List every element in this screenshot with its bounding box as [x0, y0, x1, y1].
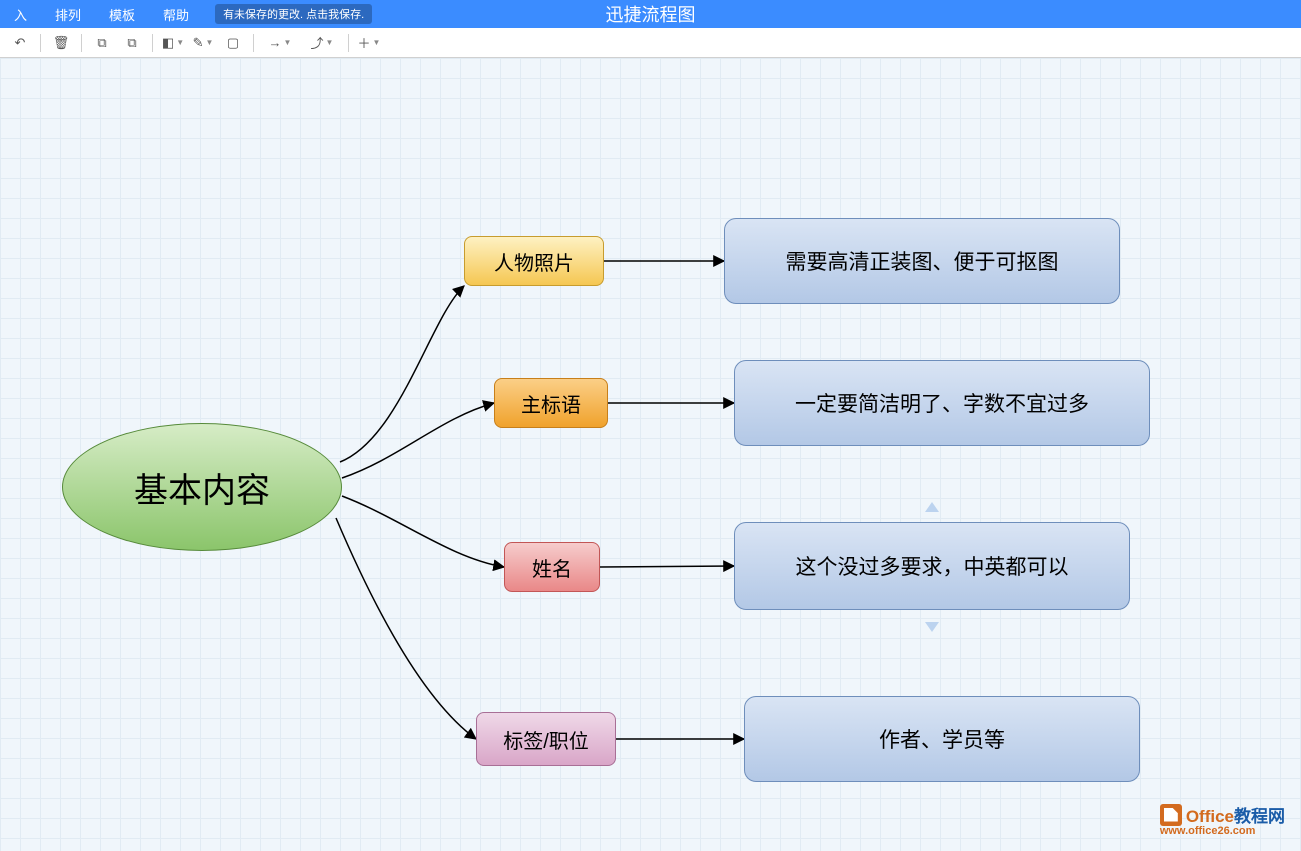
- diagram-node[interactable]: 主标语: [494, 378, 608, 428]
- unsaved-notice[interactable]: 有未保存的更改. 点击我保存.: [215, 4, 372, 24]
- menu-arrange[interactable]: 排列: [41, 5, 95, 24]
- delete-button[interactable]: 🗑: [47, 31, 75, 55]
- separator: [348, 34, 349, 52]
- to-front-button[interactable]: ⧉: [88, 31, 116, 55]
- menu-template[interactable]: 模板: [95, 5, 149, 24]
- separator: [253, 34, 254, 52]
- line-color-button[interactable]: ✎▼: [189, 31, 217, 55]
- app-title: 迅捷流程图: [606, 1, 696, 27]
- insert-button[interactable]: ＋▼: [355, 31, 383, 55]
- undo-button[interactable]: ↶: [6, 31, 34, 55]
- diagram-node[interactable]: 作者、学员等: [744, 696, 1140, 782]
- fill-color-button[interactable]: ◧▼: [159, 31, 187, 55]
- diagram-node[interactable]: 需要高清正装图、便于可抠图: [724, 218, 1120, 304]
- watermark-suffix: 教程网: [1234, 807, 1285, 826]
- toolbar: ↶ 🗑 ⧉ ⧉ ◧▼ ✎▼ ▢ →▼ ⤴▼ ＋▼: [0, 28, 1301, 58]
- menu-help[interactable]: 帮助: [149, 5, 203, 24]
- watermark: Office教程网 www.office26.com: [1160, 802, 1285, 837]
- separator: [152, 34, 153, 52]
- diagram-node[interactable]: 姓名: [504, 542, 600, 592]
- shadow-button[interactable]: ▢: [219, 31, 247, 55]
- office-icon: [1160, 804, 1182, 826]
- selection-handle-top[interactable]: [925, 500, 939, 512]
- diagram-node[interactable]: 基本内容: [62, 423, 342, 551]
- canvas[interactable]: 基本内容 人物照片 需要高清正装图、便于可抠图主标语 一定要简洁明了、字数不宜过多姓名…: [0, 58, 1301, 851]
- diagram-node[interactable]: 标签/职位: [476, 712, 616, 766]
- diagram-node[interactable]: 人物照片: [464, 236, 604, 286]
- menu-insert[interactable]: 入: [0, 5, 41, 24]
- to-back-button[interactable]: ⧉: [118, 31, 146, 55]
- separator: [40, 34, 41, 52]
- selection-handle-bottom[interactable]: [925, 622, 939, 634]
- diagram-node[interactable]: 一定要简洁明了、字数不宜过多: [734, 360, 1150, 446]
- diagram-node[interactable]: 这个没过多要求，中英都可以: [734, 522, 1130, 610]
- menubar: 入 排列 模板 帮助 有未保存的更改. 点击我保存. 迅捷流程图: [0, 0, 1301, 28]
- waypoints-button[interactable]: ⤴▼: [302, 31, 342, 55]
- watermark-prefix: Office: [1186, 807, 1234, 826]
- connection-button[interactable]: →▼: [260, 31, 300, 55]
- separator: [81, 34, 82, 52]
